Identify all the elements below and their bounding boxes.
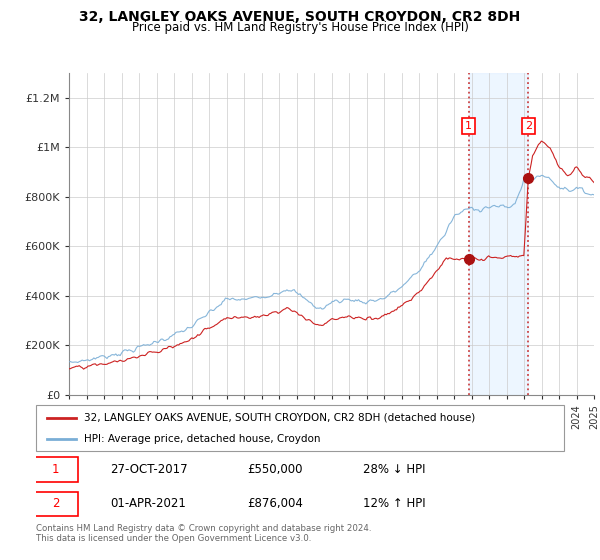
Text: 2: 2 bbox=[525, 121, 532, 131]
Text: 2: 2 bbox=[52, 497, 59, 510]
FancyBboxPatch shape bbox=[34, 492, 78, 516]
Text: 32, LANGLEY OAKS AVENUE, SOUTH CROYDON, CR2 8DH: 32, LANGLEY OAKS AVENUE, SOUTH CROYDON, … bbox=[79, 10, 521, 24]
Text: 32, LANGLEY OAKS AVENUE, SOUTH CROYDON, CR2 8DH (detached house): 32, LANGLEY OAKS AVENUE, SOUTH CROYDON, … bbox=[83, 413, 475, 423]
Text: Price paid vs. HM Land Registry's House Price Index (HPI): Price paid vs. HM Land Registry's House … bbox=[131, 21, 469, 34]
Text: HPI: Average price, detached house, Croydon: HPI: Average price, detached house, Croy… bbox=[83, 434, 320, 444]
Text: 12% ↑ HPI: 12% ↑ HPI bbox=[364, 497, 426, 510]
Text: 28% ↓ HPI: 28% ↓ HPI bbox=[364, 463, 426, 476]
FancyBboxPatch shape bbox=[36, 405, 564, 451]
Text: 27-OCT-2017: 27-OCT-2017 bbox=[110, 463, 188, 476]
Text: £876,004: £876,004 bbox=[247, 497, 303, 510]
Bar bbox=[469, 73, 529, 395]
Text: 1: 1 bbox=[465, 121, 472, 131]
Text: Contains HM Land Registry data © Crown copyright and database right 2024.
This d: Contains HM Land Registry data © Crown c… bbox=[36, 524, 371, 543]
FancyBboxPatch shape bbox=[34, 458, 78, 482]
Text: 01-APR-2021: 01-APR-2021 bbox=[110, 497, 186, 510]
Text: 1: 1 bbox=[52, 463, 59, 476]
Text: £550,000: £550,000 bbox=[247, 463, 303, 476]
